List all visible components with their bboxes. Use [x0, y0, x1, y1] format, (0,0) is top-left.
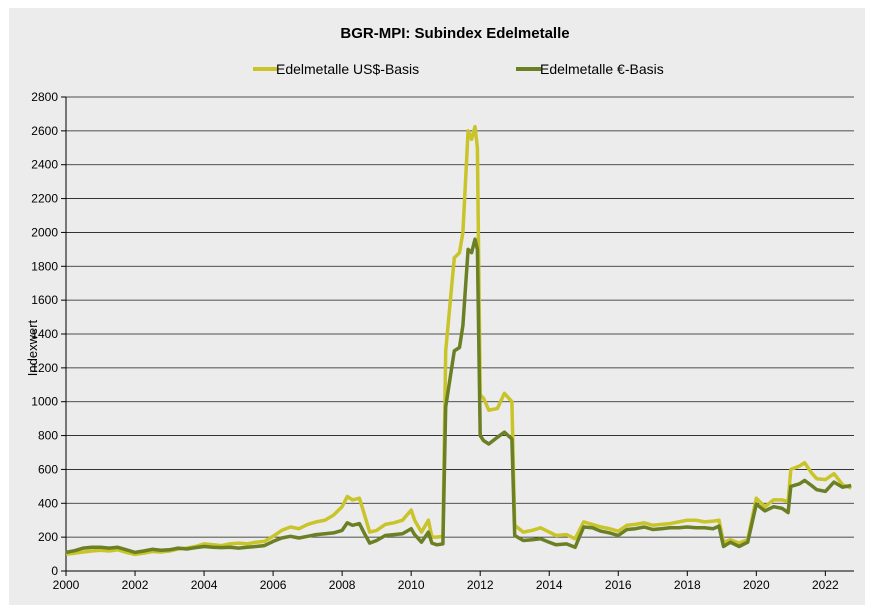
y-tick-label: 2400: [31, 158, 58, 172]
series: [65, 124, 852, 557]
x-tick-label: 2014: [536, 578, 563, 592]
x-axis: 2000 2002 2004 2006 2008 2010 2012 2014 2016 2018…: [53, 570, 854, 592]
chart-panel: BGR-MPI: Subindex Edelmetalle Edelmetall…: [9, 8, 865, 605]
y-tick-label: 1200: [31, 361, 58, 375]
legend: Edelmetalle US$-Basis Edelmetalle €-Basi…: [253, 61, 664, 77]
x-tick-label: 2018: [674, 578, 701, 592]
x-tick-label: 2016: [605, 578, 632, 592]
series-line-eur: [65, 237, 852, 555]
y-tick-label: 1800: [31, 259, 58, 273]
x-tick-label: 2012: [467, 578, 494, 592]
y-tick-label: 600: [38, 462, 58, 476]
y-tick-label: 0: [51, 564, 58, 578]
legend-label-eur: Edelmetalle €-Basis: [540, 61, 664, 77]
line-chart: BGR-MPI: Subindex Edelmetalle Edelmetall…: [25, 25, 854, 592]
x-tick-label: 2006: [260, 578, 287, 592]
y-tick-label: 2600: [31, 124, 58, 138]
x-tick-label: 2002: [122, 578, 149, 592]
y-tick-label: 800: [38, 429, 58, 443]
y-tick-label: 2000: [31, 225, 58, 239]
x-tick-label: 2010: [398, 578, 425, 592]
y-tick-label: 2200: [31, 192, 58, 206]
y-tick-label: 1600: [31, 293, 58, 307]
legend-label-usd: Edelmetalle US$-Basis: [276, 61, 419, 77]
y-axis-title: Indexwert: [25, 319, 40, 376]
series-line-usd: [65, 124, 852, 557]
chart-title: BGR-MPI: Subindex Edelmetalle: [340, 25, 569, 42]
y-tick-label: 1000: [31, 395, 58, 409]
y-tick-label: 200: [38, 530, 58, 544]
x-tick-label: 2022: [812, 578, 839, 592]
x-tick-label: 2000: [53, 578, 80, 592]
y-axis: 0 200 400 600 800 1000 1200 1400 1600 1800 2000 220…: [31, 90, 67, 578]
y-tick-label: 2800: [31, 90, 58, 104]
x-tick-label: 2004: [191, 578, 218, 592]
x-tick-label: 2020: [743, 578, 770, 592]
y-tick-label: 400: [38, 496, 58, 510]
x-tick-label: 2008: [329, 578, 356, 592]
y-tick-label: 1400: [31, 327, 58, 341]
